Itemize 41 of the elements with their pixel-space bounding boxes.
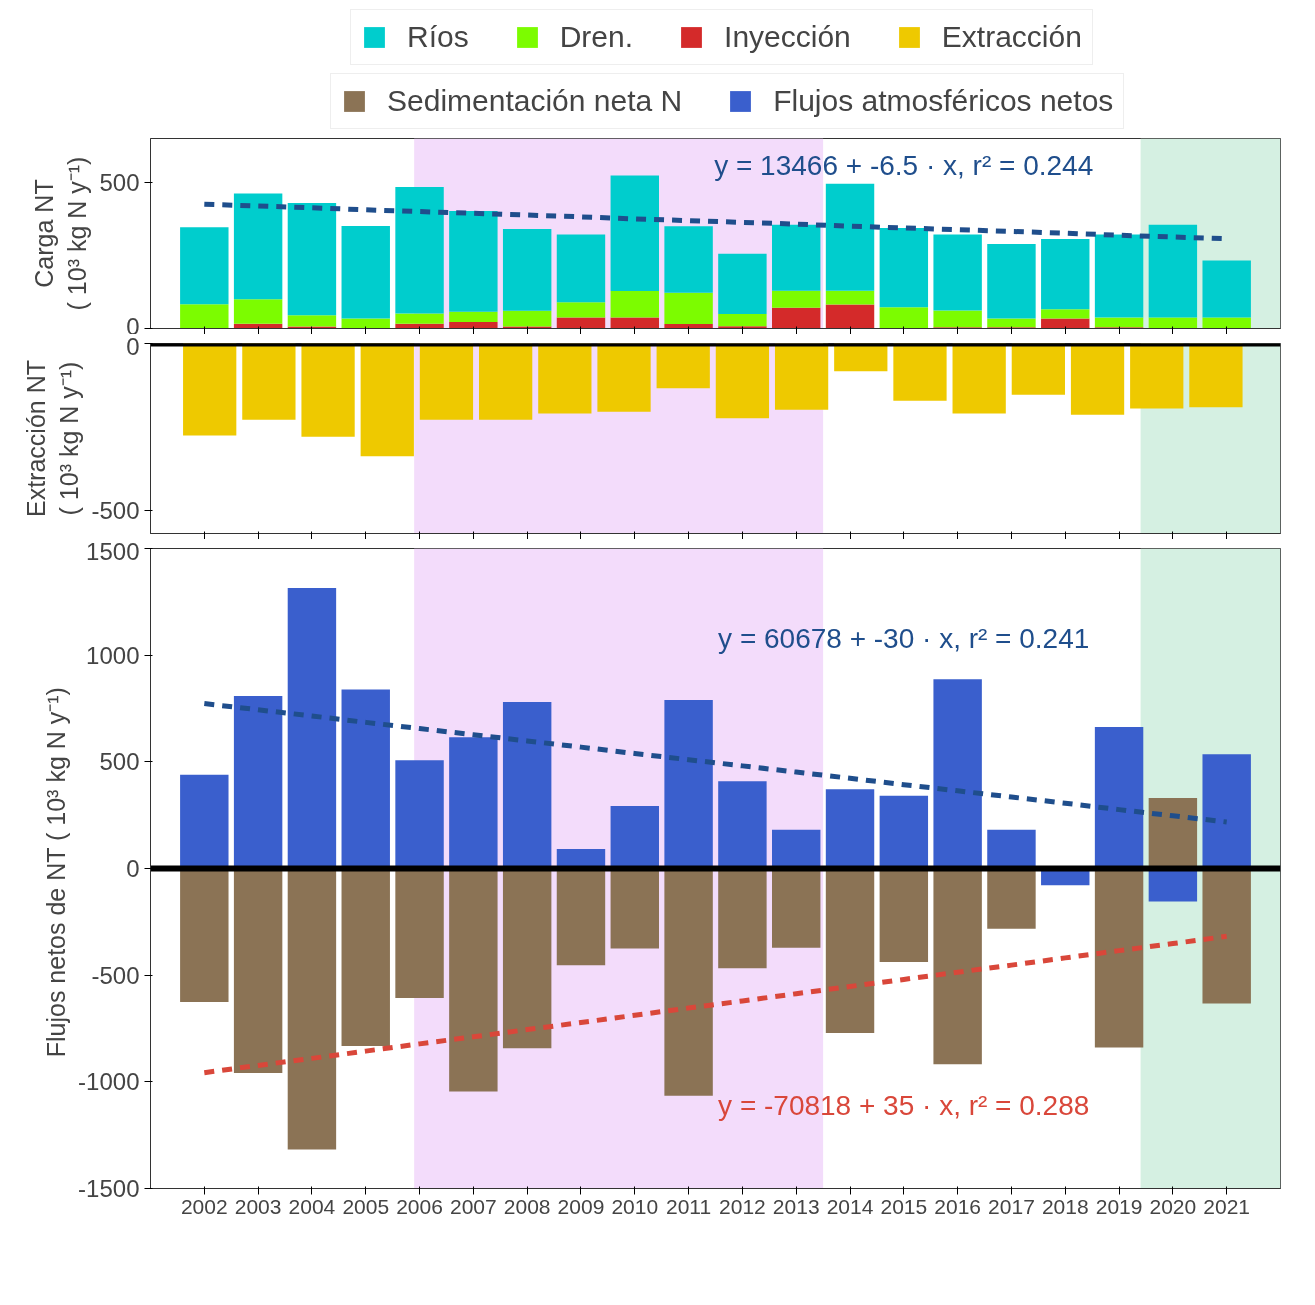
x-tick-label: 2019 [1095, 1194, 1143, 1218]
y-tick-label: 500 [99, 748, 140, 776]
annotation: y = -70818 + 35 · x, r² = 0.288 [718, 1089, 1090, 1121]
y-axis-title: Extracción NT ( 10³ kg N y⁻¹) [21, 360, 84, 517]
x-tick-label: 2014 [826, 1194, 874, 1218]
x-tick-label: 2012 [719, 1194, 766, 1218]
x-tick-label: 2002 [180, 1194, 228, 1218]
y-axis-title: Flujos netos de NT ( 10³ kg N y⁻¹) [42, 687, 71, 1058]
y-tick-label: 1000 [86, 641, 140, 669]
x-tick-label: 2005 [342, 1194, 390, 1218]
legend-label: Ríos [407, 20, 469, 54]
y-tick-label: -500 [91, 496, 140, 524]
y-tick-label: -500 [91, 961, 140, 989]
x-tick-label: 2020 [1149, 1194, 1197, 1218]
y-tick-label: 1500 [86, 537, 140, 565]
x-tick-label: 2018 [1041, 1194, 1089, 1218]
annotation: y = 60678 + -30 · x, r² = 0.241 [718, 622, 1090, 654]
legend-label: Sedimentación neta N [387, 84, 683, 118]
x-tick-label: 2010 [611, 1194, 659, 1218]
y-tick-label: -1500 [78, 1175, 140, 1202]
x-tick-label: 2006 [396, 1194, 443, 1218]
x-tick-label: 2017 [988, 1194, 1035, 1218]
x-tick-label: 2016 [934, 1194, 981, 1218]
legend-label: Extracción [941, 20, 1082, 54]
y-tick-label: -1000 [78, 1068, 140, 1096]
annotation: y = 13466 + -6.5 · x, r² = 0.244 [714, 149, 1094, 181]
legend-label: Inyección [724, 20, 851, 54]
x-tick-label: 2008 [503, 1194, 551, 1218]
x-tick-label: 2009 [557, 1194, 605, 1218]
x-tick-label: 2013 [772, 1194, 820, 1218]
legend-label: Flujos atmosféricos netos [773, 84, 1114, 118]
x-tick-label: 2015 [880, 1194, 928, 1218]
x-tick-label: 2011 [666, 1194, 712, 1218]
x-tick-label: 2021 [1203, 1194, 1251, 1218]
x-tick-label: 2007 [450, 1194, 497, 1218]
y-tick-label: 0 [126, 855, 140, 882]
x-tick-label: 2003 [234, 1194, 282, 1218]
x-tick-label: 2004 [288, 1194, 336, 1218]
legend-label: Dren. [559, 20, 634, 54]
y-axis-title: Carga NT ( 10³ kg N y⁻¹) [29, 156, 92, 311]
y-tick-label: 500 [99, 168, 140, 196]
